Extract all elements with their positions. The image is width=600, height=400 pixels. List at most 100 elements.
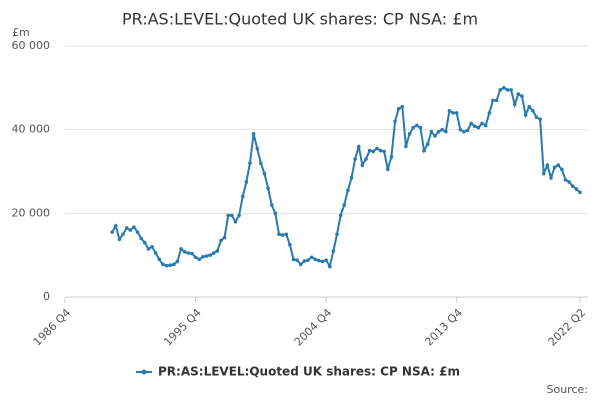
point [204,254,209,258]
point [552,165,557,170]
point [353,157,357,161]
point [157,257,162,262]
point [338,213,343,218]
point [215,249,220,253]
point [233,219,238,224]
point [164,263,169,268]
point [317,258,321,263]
y-axis-label: £m [12,26,30,39]
point [520,94,524,98]
point [516,92,521,96]
point [433,134,437,138]
point [222,235,227,240]
point [201,255,205,259]
point [139,236,143,241]
x-tick-label: 1995 Q4 [161,306,204,349]
point [262,171,267,176]
point [509,88,513,92]
point [295,258,299,262]
y-tick-label: 20 000 [12,206,51,219]
point [230,213,234,218]
point [117,237,122,242]
point [121,232,125,237]
point [175,259,180,264]
point [483,123,488,128]
point [251,132,256,136]
point [277,232,281,237]
point [124,226,129,230]
point [172,262,176,267]
point [280,233,285,237]
point [211,251,216,255]
point [360,163,365,168]
point [429,129,434,134]
point [313,257,318,262]
point [168,263,172,268]
point [110,230,114,234]
point [523,113,528,117]
point [269,203,274,207]
point [153,251,158,255]
point [186,251,191,255]
point [128,228,133,232]
point [567,180,571,184]
source: Source: [547,383,589,396]
point [208,253,212,257]
point [193,255,198,260]
point [113,224,118,228]
point [273,211,278,216]
point [574,187,579,191]
point [545,163,550,168]
point [527,104,532,109]
point [404,144,408,149]
point [288,242,292,247]
point [142,240,147,245]
x-tick-label: 2013 Q4 [422,306,465,349]
point [436,129,441,134]
point [255,146,260,151]
point [320,259,325,264]
y-tick-label: 0 [43,290,50,303]
point [458,127,463,132]
point [190,251,194,256]
point [364,157,368,161]
point [396,106,401,111]
point [197,257,201,262]
point [487,111,492,115]
point [494,98,499,103]
point [284,232,289,237]
point [179,247,183,251]
point [346,188,350,193]
point [538,117,542,122]
point [502,86,506,90]
point [342,203,347,207]
point [226,213,231,218]
point [465,128,470,133]
point [356,144,361,149]
point [462,129,466,134]
point [422,148,426,153]
point [418,125,423,130]
point [302,259,307,263]
x-tick-label: 2004 Q4 [292,306,335,349]
legend-label: PR:AS:LEVEL:Quoted UK shares: CP NSA: £m [158,365,460,379]
point [473,124,477,129]
point [237,213,241,218]
point [498,88,503,92]
point [491,98,495,103]
point [476,125,481,130]
point [385,167,390,172]
point [469,121,473,126]
x-tick-label: 2022 Q2 [546,306,589,349]
point [367,148,372,153]
point [414,123,419,128]
point [306,258,310,262]
point [541,171,546,176]
point [440,127,444,132]
point [266,186,270,191]
point [298,262,303,267]
point [182,250,187,254]
point [411,125,415,130]
point [161,262,165,267]
